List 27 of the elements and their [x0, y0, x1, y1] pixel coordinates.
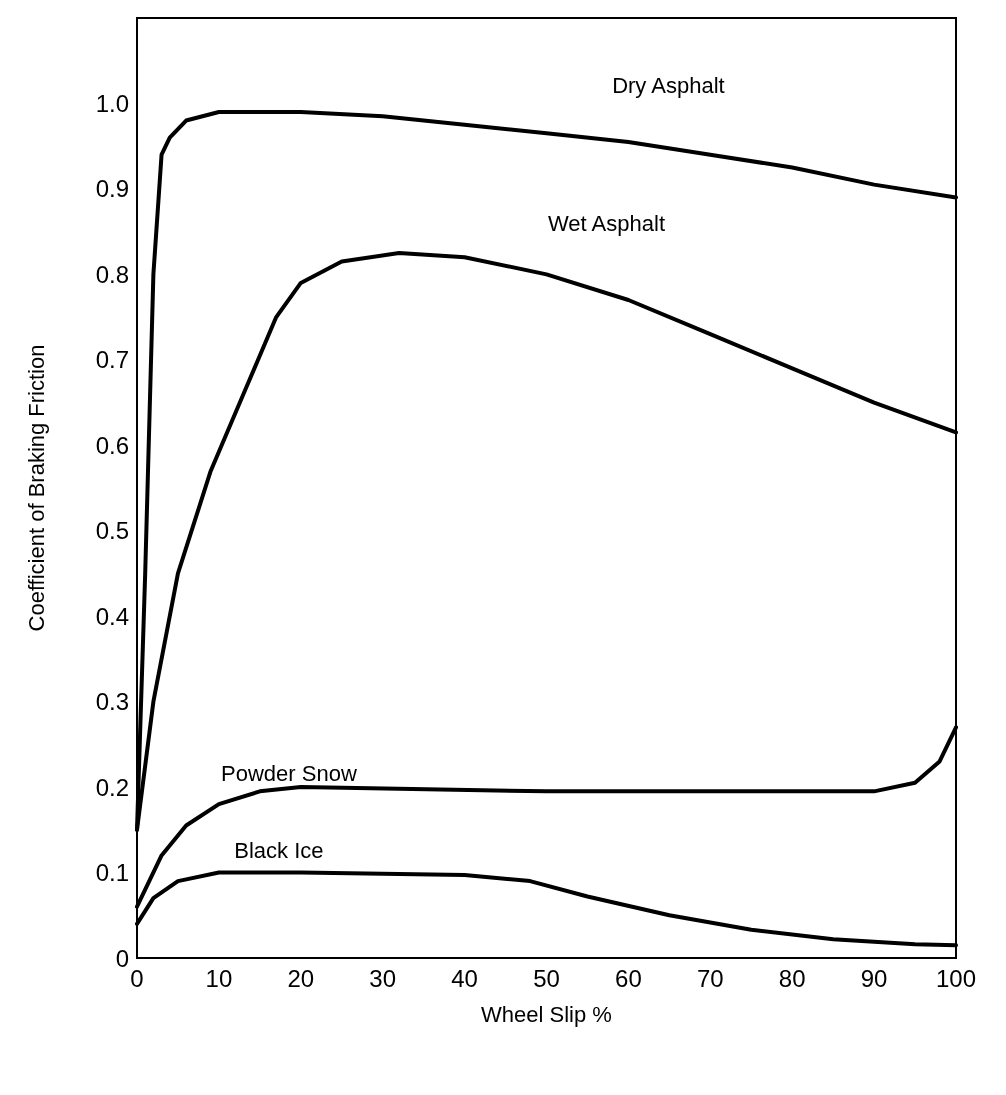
x-tick-label: 40 — [451, 964, 478, 992]
y-axis-title: Coefficient of Braking Friction — [23, 344, 49, 632]
x-tick-label: 30 — [369, 964, 397, 992]
x-tick-label: 100 — [935, 964, 977, 992]
y-tick-label: 0 — [115, 944, 129, 972]
y-tick-label: 0.2 — [95, 773, 129, 801]
series-label: Dry Asphalt — [612, 73, 725, 99]
x-tick-label: 80 — [778, 964, 806, 992]
x-tick-label: 50 — [533, 964, 560, 992]
y-tick-label: 0.3 — [95, 688, 129, 716]
x-tick-label: 20 — [287, 964, 315, 992]
x-tick-label: 60 — [615, 964, 642, 992]
y-tick-label: 0.4 — [95, 602, 129, 630]
y-tick-label: 0.7 — [95, 346, 129, 374]
series-label: Black Ice — [234, 838, 324, 864]
y-tick-label: 0.5 — [95, 517, 129, 545]
y-tick-label: 1.0 — [95, 89, 129, 117]
x-tick-label: 10 — [205, 964, 233, 992]
y-tick-label: 0.6 — [95, 431, 129, 459]
y-tick-label: 0.1 — [95, 859, 129, 887]
x-axis-title: Wheel Slip % — [481, 1001, 612, 1027]
y-tick-label: 0.8 — [95, 260, 129, 288]
y-tick-label: 0.9 — [95, 175, 129, 203]
series-label: Powder Snow — [221, 760, 357, 786]
x-tick-label: 90 — [860, 964, 888, 992]
series-label: Wet Asphalt — [548, 210, 665, 236]
x-tick-label: 70 — [696, 964, 724, 992]
